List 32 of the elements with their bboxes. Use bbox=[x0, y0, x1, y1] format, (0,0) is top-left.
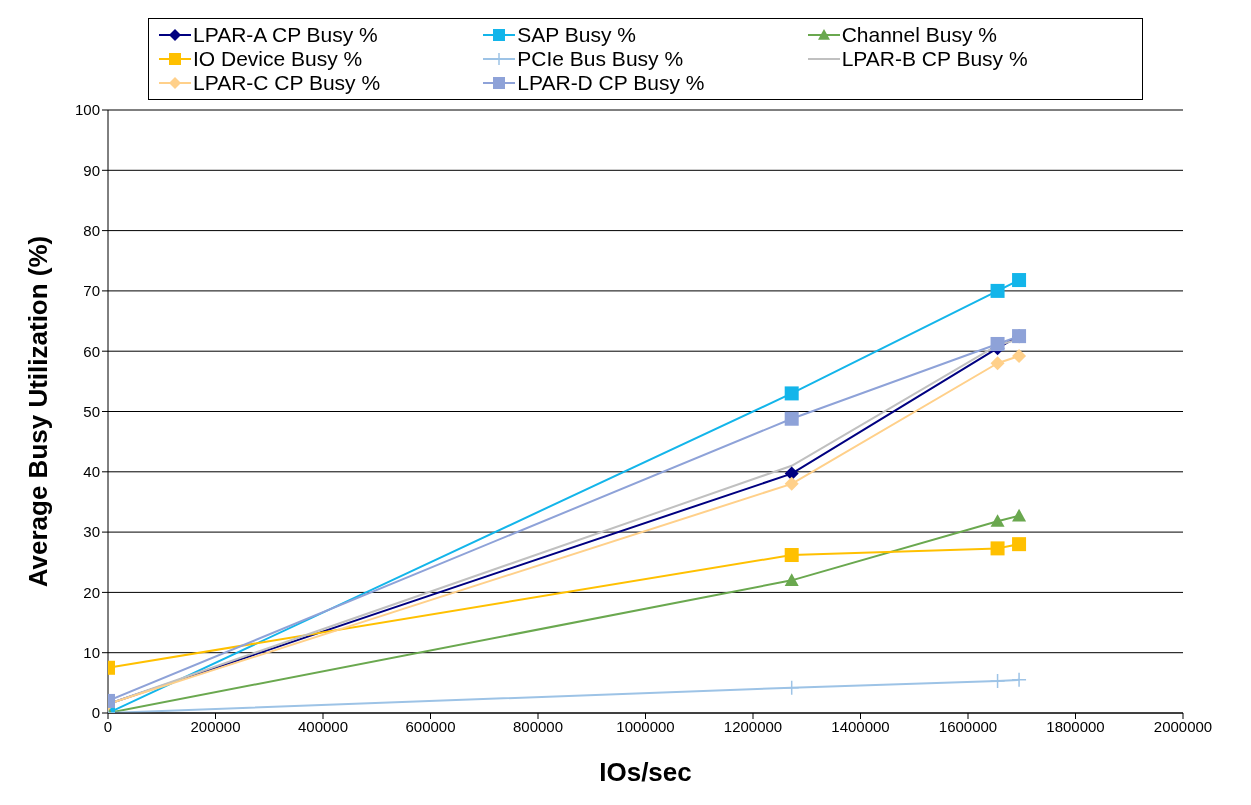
y-tick-label: 20 bbox=[83, 583, 100, 601]
legend-label: PCIe Bus Busy % bbox=[517, 47, 684, 71]
y-axis-title: Average Busy Utilization (%) bbox=[23, 235, 54, 588]
legend-label: LPAR-B CP Busy % bbox=[841, 47, 1028, 71]
x-tick-label: 1400000 bbox=[831, 717, 890, 735]
y-tick-label: 50 bbox=[83, 402, 100, 420]
legend-label: LPAR-C CP Busy % bbox=[193, 71, 381, 95]
y-tick-label: 100 bbox=[74, 101, 100, 119]
legend-label: SAP Busy % bbox=[517, 23, 636, 47]
y-tick-label: 10 bbox=[83, 644, 100, 662]
x-tick-label: 1800000 bbox=[1046, 717, 1105, 735]
x-tick-label: 1200000 bbox=[723, 717, 783, 735]
legend-label: LPAR-A CP Busy % bbox=[193, 23, 378, 47]
x-tick-label: 0 bbox=[103, 717, 113, 735]
y-tick-label: 90 bbox=[83, 161, 100, 179]
y-tick-label: 30 bbox=[83, 523, 100, 541]
y-tick-label: 60 bbox=[83, 342, 100, 360]
x-tick-label: 1600000 bbox=[938, 717, 998, 735]
y-tick-label: 40 bbox=[83, 463, 100, 481]
x-tick-label: 800000 bbox=[512, 717, 564, 735]
x-tick-label: 200000 bbox=[190, 717, 241, 735]
y-tick-label: 80 bbox=[83, 221, 100, 239]
legend-label: LPAR-D CP Busy % bbox=[517, 71, 705, 95]
x-tick-label: 1000000 bbox=[616, 717, 675, 735]
legend-label: Channel Busy % bbox=[841, 23, 997, 47]
y-tick-label: 70 bbox=[83, 282, 100, 300]
y-tick-label: 0 bbox=[91, 704, 100, 722]
x-axis-title: IOs/sec bbox=[599, 757, 692, 787]
x-tick-label: 2000000 bbox=[1153, 717, 1213, 735]
x-tick-label: 600000 bbox=[405, 717, 456, 735]
legend-label: IO Device Busy % bbox=[193, 47, 363, 71]
x-tick-label: 400000 bbox=[297, 717, 349, 735]
